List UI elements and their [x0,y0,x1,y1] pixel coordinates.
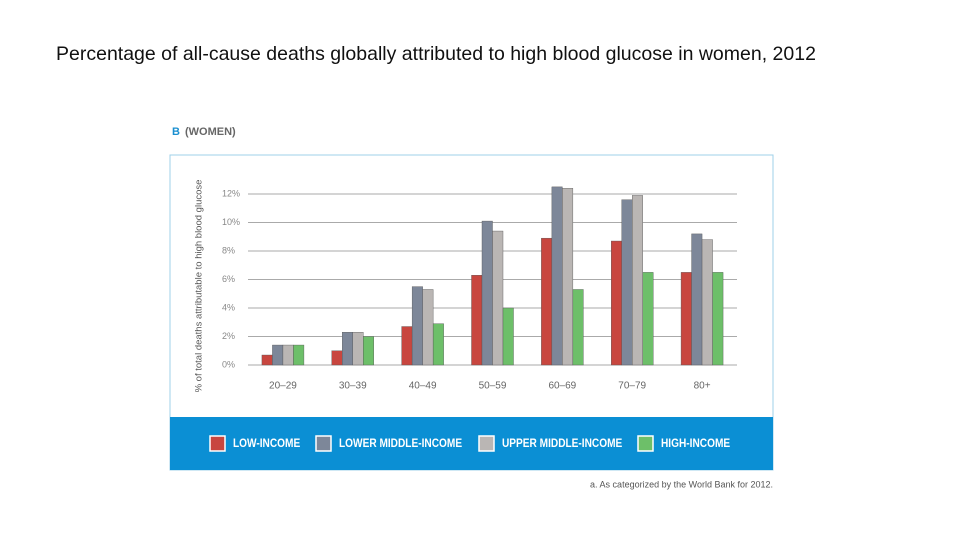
x-tick-label: 30–39 [339,381,367,392]
slide-title: Percentage of all-cause deaths globally … [56,43,816,65]
y-tick-label: 0% [222,359,235,369]
y-tick-label: 12% [222,188,240,198]
footnote: a. As categorized by the World Bank for … [590,479,773,489]
subtitle: (WOMEN) [185,126,236,138]
bar [502,307,514,366]
bar [471,275,483,366]
legend-swatch [478,435,495,452]
bar [272,344,284,366]
bar [352,332,364,366]
bar [492,230,504,366]
bar [541,237,553,366]
y-tick-label: 2% [222,331,235,341]
bar [422,289,434,366]
bar [363,336,374,366]
legend-swatch [209,435,226,452]
bar [331,350,343,366]
y-tick-label: 6% [222,274,235,284]
bar [551,186,563,366]
bar [611,240,622,366]
bar [621,199,633,366]
bar [282,344,294,366]
y-tick-label: 10% [222,217,240,227]
legend-label: UPPER MIDDLE-INCOME [502,437,622,450]
legend-swatch [637,435,654,452]
y-tick-label: 4% [222,302,235,312]
x-tick-label: 70–79 [618,381,646,392]
legend-label: LOW-INCOME [233,437,300,450]
bar [701,239,713,366]
bar [562,188,574,366]
legend-band [170,417,773,470]
legend-swatch [315,435,332,452]
bar [680,272,692,366]
x-tick-label: 60–69 [548,381,576,392]
bar [342,332,353,366]
bar [401,326,413,366]
legend-label: HIGH-INCOME [661,437,730,450]
bar [691,233,703,366]
x-tick-label: 50–59 [479,381,507,392]
y-axis-label: % of total deaths attributable to high b… [194,180,205,393]
bar [411,286,423,366]
legend-label: LOWER MIDDLE-INCOME [339,437,462,450]
bar [432,323,444,366]
x-tick-label: 80+ [694,381,711,392]
bar [481,220,493,366]
bar [642,272,654,366]
y-tick-label: 8% [222,245,235,255]
x-tick-label: 40–49 [409,381,437,392]
panel-label: B [172,126,180,138]
bar [261,354,273,366]
bar [712,272,724,366]
bar [632,195,643,366]
bar [572,289,584,366]
x-tick-label: 20–29 [269,381,297,392]
bar [293,344,305,366]
